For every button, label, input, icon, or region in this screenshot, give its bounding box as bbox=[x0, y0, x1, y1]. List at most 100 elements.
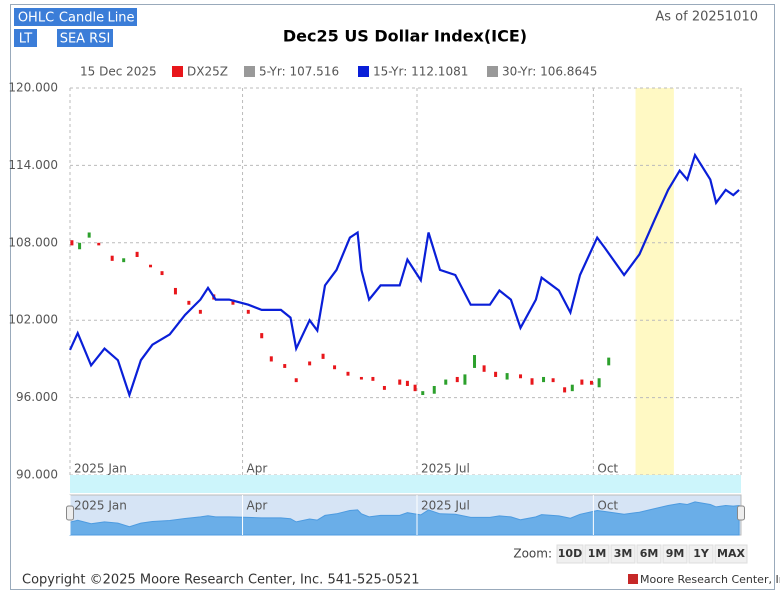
x-tick-label: Oct bbox=[597, 462, 618, 476]
candle-body bbox=[231, 299, 235, 305]
candle-body bbox=[455, 376, 459, 383]
candle-body bbox=[473, 355, 477, 368]
candle-body bbox=[269, 356, 273, 362]
candle-body bbox=[110, 255, 114, 261]
button-bg bbox=[58, 8, 105, 26]
navigator-label: Oct bbox=[597, 499, 618, 513]
brand-logo bbox=[628, 574, 638, 584]
copyright: Copyright ©2025 Moore Research Center, I… bbox=[22, 573, 420, 588]
candle-body bbox=[530, 378, 534, 385]
y-tick-label: 102.000 bbox=[8, 313, 58, 327]
navigator-label: 2025 Jul bbox=[421, 499, 470, 513]
zoom-button-bg bbox=[688, 544, 714, 564]
candle-body bbox=[294, 378, 298, 383]
legend-label: 30-Yr: 106.8645 bbox=[502, 65, 597, 79]
button-label: SEA RSI bbox=[60, 32, 111, 47]
candle-body bbox=[607, 357, 611, 366]
candle-body bbox=[187, 300, 191, 305]
season-highlight bbox=[635, 88, 674, 475]
legend-swatch bbox=[487, 66, 498, 77]
candle-body bbox=[519, 374, 523, 379]
navigator-handle[interactable] bbox=[66, 505, 74, 521]
button-label: LT bbox=[19, 32, 32, 47]
candle-body bbox=[398, 379, 402, 385]
zoom-button-bg bbox=[662, 544, 688, 564]
candle-body bbox=[97, 242, 101, 246]
toggle-button[interactable]: OHLC bbox=[14, 8, 58, 26]
zoom-button[interactable]: 10D bbox=[556, 544, 584, 564]
navigator-label: Apr bbox=[247, 499, 268, 513]
legend-label: DX25Z bbox=[187, 65, 228, 79]
zoom-button[interactable]: MAX bbox=[714, 544, 748, 564]
legend-label: 5-Yr: 107.516 bbox=[259, 65, 339, 79]
legend-label: 15-Yr: 112.1081 bbox=[373, 65, 468, 79]
candle-body bbox=[173, 287, 177, 295]
zoom-label: Zoom: bbox=[513, 547, 552, 561]
chart-title: Dec25 US Dollar Index(ICE) bbox=[283, 27, 527, 46]
candle-body bbox=[570, 384, 574, 392]
toggle-button[interactable]: SEA RSI bbox=[57, 29, 113, 47]
candle-body bbox=[135, 251, 139, 257]
zoom-button-label: 10D bbox=[558, 547, 582, 560]
y-tick-label: 108.000 bbox=[8, 235, 58, 249]
candle-body bbox=[463, 374, 467, 385]
zoom-button-label: 1Y bbox=[693, 547, 710, 560]
button-bg bbox=[14, 29, 37, 47]
candle-body bbox=[87, 232, 91, 238]
zoom-button-label: 1M bbox=[588, 547, 607, 560]
zoom-button[interactable]: 6M bbox=[636, 544, 662, 564]
button-bg bbox=[14, 8, 58, 26]
legend-date: 15 Dec 2025 bbox=[80, 65, 157, 79]
candle-body bbox=[78, 242, 82, 250]
legend-swatch bbox=[172, 66, 183, 77]
navigator-strip bbox=[70, 475, 741, 493]
series-line bbox=[69, 152, 740, 399]
toggle-button[interactable]: Candle bbox=[58, 8, 105, 26]
candle-body bbox=[308, 361, 312, 366]
candle-body bbox=[444, 379, 448, 385]
candle-body bbox=[597, 378, 601, 388]
candle-body bbox=[580, 379, 584, 385]
zoom-button-bg bbox=[556, 544, 584, 564]
navigator-area bbox=[69, 501, 740, 536]
y-tick-label: 120.000 bbox=[8, 81, 58, 95]
button-label: Candle bbox=[59, 11, 104, 26]
navigator-handle[interactable] bbox=[737, 505, 745, 521]
candle-body bbox=[160, 271, 164, 276]
zoom-button[interactable]: 1Y bbox=[688, 544, 714, 564]
zoom-button-bg bbox=[584, 544, 610, 564]
y-tick-label: 90.000 bbox=[16, 468, 58, 482]
button-bg bbox=[105, 8, 137, 26]
button-bg bbox=[57, 29, 113, 47]
zoom-button[interactable]: 9M bbox=[662, 544, 688, 564]
button-label: OHLC bbox=[18, 11, 54, 26]
candle-body bbox=[589, 380, 593, 385]
candle-body bbox=[505, 373, 509, 380]
button-label: Line bbox=[107, 11, 134, 26]
zoom-button-bg bbox=[636, 544, 662, 564]
candle-body bbox=[405, 380, 409, 386]
zoom-button[interactable]: 3M bbox=[610, 544, 636, 564]
candle-body bbox=[482, 365, 486, 372]
y-tick-label: 114.000 bbox=[8, 158, 58, 172]
legend-swatch bbox=[358, 66, 369, 77]
candle-body bbox=[421, 391, 425, 396]
zoom-button[interactable]: 1M bbox=[584, 544, 610, 564]
x-tick-label: Apr bbox=[247, 462, 268, 476]
candle-body bbox=[551, 378, 555, 383]
candle-body bbox=[321, 353, 325, 359]
navigator-label: 2025 Jan bbox=[74, 499, 127, 513]
as-of: As of 20251010 bbox=[655, 10, 758, 25]
candle-body bbox=[333, 365, 337, 370]
toggle-button[interactable]: Line bbox=[105, 8, 137, 26]
candle-body bbox=[542, 376, 546, 383]
candle-body bbox=[563, 387, 567, 393]
candle-body bbox=[432, 385, 436, 394]
candle-body bbox=[149, 264, 153, 268]
y-tick-label: 96.000 bbox=[16, 390, 58, 404]
x-tick-label: 2025 Jan bbox=[74, 462, 127, 476]
zoom-button-label: 3M bbox=[614, 547, 633, 560]
toggle-button[interactable]: LT bbox=[14, 29, 37, 47]
candle-body bbox=[283, 364, 287, 368]
